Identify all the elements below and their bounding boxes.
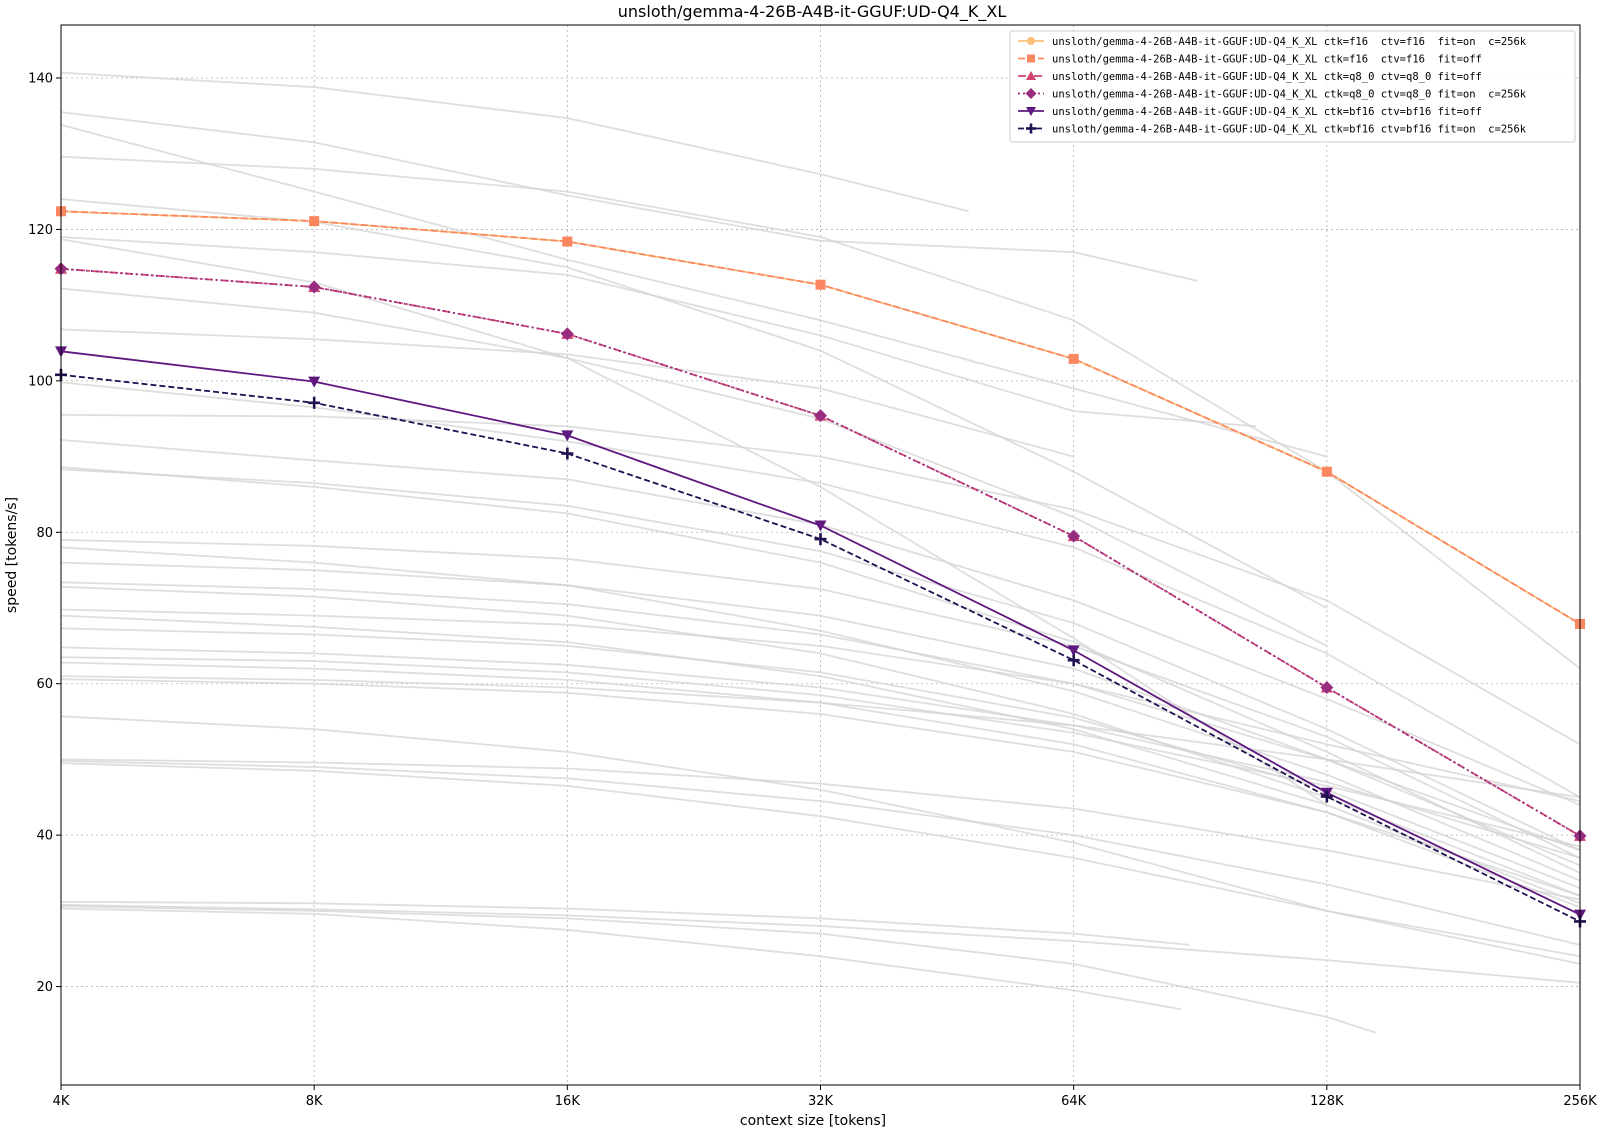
marker-square [815, 279, 826, 290]
marker-circle [1027, 37, 1035, 45]
marker-diamond [1320, 681, 1334, 694]
marker-triangle-down [561, 430, 574, 442]
legend-entry: unsloth/gemma-4-26B-A4B-it-GGUF:UD-Q4_K_… [1052, 89, 1527, 101]
background-series-line [60, 608, 1581, 802]
legend-entry: unsloth/gemma-4-26B-A4B-it-GGUF:UD-Q4_K_… [1052, 124, 1527, 136]
background-series-line [60, 466, 1581, 874]
x-tick-label: 256K [1563, 1094, 1597, 1109]
marker-triangle-up [1026, 71, 1036, 80]
background-series-line [60, 287, 1328, 647]
marker-plus [1026, 123, 1036, 134]
background-series-line [60, 539, 1581, 859]
background-series-line [60, 328, 1074, 458]
marker-square [309, 216, 320, 227]
y-axis-label: speed [tokens/s] [4, 497, 20, 613]
marker-diamond [1025, 88, 1037, 99]
background-series-line [60, 903, 1581, 984]
legend-entry: unsloth/gemma-4-26B-A4B-it-GGUF:UD-Q4_K_… [1052, 106, 1482, 118]
marker-triangle-down [1067, 645, 1080, 657]
marker-triangle-down [1026, 107, 1036, 116]
legend-box [1009, 30, 1576, 143]
y-axis-ticks: 20 40 60 80 100 120 140 [28, 72, 61, 995]
x-tick-label: 128K [1310, 1094, 1344, 1109]
y-tick-label: 20 [36, 980, 53, 995]
background-series-line [60, 646, 1581, 859]
background-series-line [60, 238, 1328, 806]
y-tick-label: 140 [28, 72, 53, 87]
background-series-line [60, 675, 1581, 799]
marker-diamond [1067, 529, 1081, 543]
marker-plus [561, 447, 574, 460]
y-tick-label: 60 [36, 677, 53, 692]
marker-square [562, 236, 573, 247]
marker-square [1068, 353, 1079, 364]
marker-diamond [814, 409, 827, 423]
legend-entry: unsloth/gemma-4-26B-A4B-it-GGUF:UD-Q4_K_… [1052, 54, 1482, 66]
background-series-line [60, 468, 1581, 852]
background-series-line [60, 656, 1581, 848]
highlighted-series [54, 206, 1587, 928]
legend-entry: unsloth/gemma-4-26B-A4B-it-GGUF:UD-Q4_K_… [1052, 36, 1527, 48]
background-series-line [60, 758, 1581, 901]
x-tick-label: 4K [53, 1094, 70, 1109]
background-series-line [60, 124, 1328, 458]
background-series-line [60, 905, 1377, 1034]
background-series-line [60, 111, 1198, 282]
background-series-line [60, 71, 969, 213]
background-series-line [60, 762, 1581, 965]
marker-plus [1067, 654, 1080, 667]
marker-diamond [560, 327, 574, 341]
marker-plus [814, 533, 827, 546]
marker-triangle-down [308, 376, 321, 388]
background-series-line [60, 760, 1581, 946]
background-series-line [60, 198, 1328, 609]
x-tick-label: 16K [555, 1094, 581, 1109]
marker-plus [308, 396, 321, 409]
marker-diamond [307, 280, 321, 294]
background-series-line [60, 614, 1581, 905]
background-series-line [60, 546, 1581, 882]
marker-triangle-down [814, 520, 827, 532]
background-series-line [60, 236, 1257, 428]
background-series-line [60, 678, 1581, 897]
legend: unsloth/gemma-4-26B-A4B-it-GGUF:UD-Q4_K_… [1009, 30, 1576, 143]
legend-entry: unsloth/gemma-4-26B-A4B-it-GGUF:UD-Q4_K_… [1052, 71, 1482, 83]
y-tick-label: 80 [36, 526, 53, 541]
background-series-line [60, 907, 1182, 1011]
x-axis-ticks: 4K 8K 16K 32K 64K 128K 256K [53, 1085, 1597, 1109]
marker-plus [1320, 790, 1333, 803]
x-tick-label: 8K [306, 1094, 323, 1109]
marker-square [1027, 54, 1035, 63]
chart-title: unsloth/gemma-4-26B-A4B-it-GGUF:UD-Q4_K_… [618, 2, 1007, 22]
x-axis-label: context size [tokens] [740, 1113, 886, 1129]
marker-square [1321, 466, 1332, 477]
x-tick-label: 32K [808, 1094, 834, 1109]
y-tick-label: 120 [28, 223, 53, 238]
x-tick-label: 64K [1061, 1094, 1087, 1109]
background-series-line [60, 414, 1581, 746]
y-tick-label: 100 [28, 374, 53, 389]
y-tick-label: 40 [36, 829, 53, 844]
background-series-line [60, 900, 1190, 946]
